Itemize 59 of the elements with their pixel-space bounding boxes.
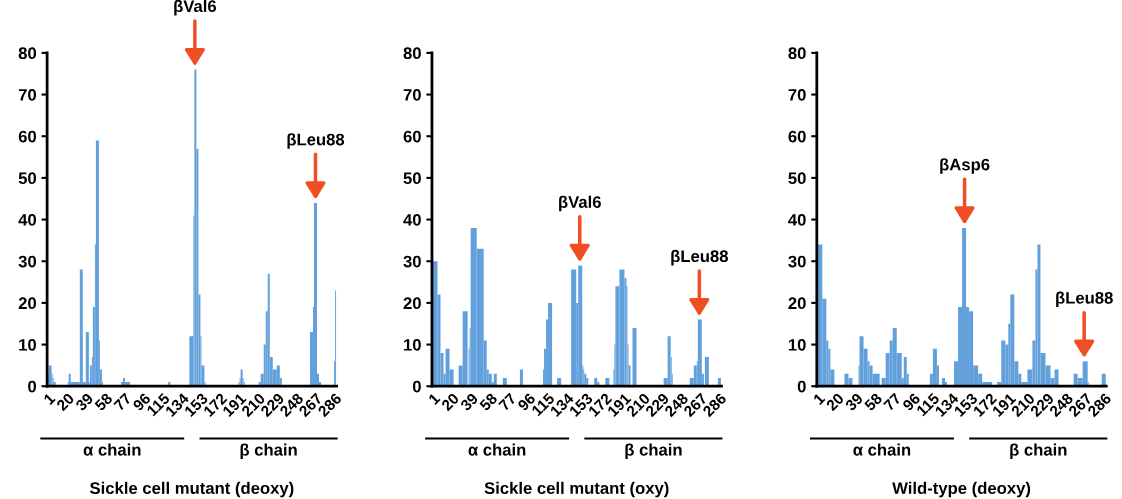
y-tick-label: 0 — [28, 380, 37, 393]
y-tick-label: 0 — [797, 380, 806, 393]
y-tick-label: 20 — [18, 297, 37, 310]
y-tick-label: 10 — [788, 338, 806, 351]
text: Wild-type (deoxy) — [892, 481, 1031, 498]
x-tick-label: 39 — [459, 392, 479, 412]
text: β chain — [625, 443, 682, 459]
y-tick-label: 50 — [18, 172, 37, 185]
text: Sickle cell mutant (deoxy) — [90, 481, 294, 498]
text: α chain — [83, 443, 141, 456]
y-tick-label: 10 — [404, 338, 421, 351]
text: α chain — [853, 443, 911, 456]
text: α chain — [468, 443, 526, 456]
y-tick-label: 20 — [403, 297, 421, 310]
y-tick-label: 80 — [403, 47, 421, 60]
y-tick-label: 30 — [788, 255, 806, 268]
x-tick-label: 1 — [812, 392, 826, 405]
x-tick-label: 20 — [55, 392, 75, 412]
x-tick-label: 77 — [498, 392, 517, 412]
y-tick-label: 10 — [19, 338, 37, 351]
y-tick-label: 40 — [403, 213, 421, 226]
x-tick-label: 77 — [113, 392, 132, 412]
x-tick-label: 39 — [74, 392, 94, 412]
x-tick-label: 58 — [863, 392, 883, 412]
x-tick-label: 286 — [317, 392, 343, 418]
y-tick-label: 30 — [18, 255, 37, 268]
x-tick-label: 1 — [428, 392, 441, 405]
y-tick-label: 70 — [788, 88, 806, 101]
text: Sickle cell mutant (oxy) — [484, 481, 669, 498]
annotation: βLeu88 — [671, 249, 728, 266]
x-tick-label: 58 — [94, 392, 114, 412]
text: β chain — [1010, 443, 1067, 459]
annotation: βVal6 — [174, 0, 217, 16]
y-tick-label: 70 — [403, 88, 421, 101]
y-tick-label: 50 — [403, 172, 421, 185]
y-tick-label: 40 — [18, 213, 37, 226]
annotation: βLeu88 — [1056, 291, 1113, 308]
y-tick-label: 40 — [788, 213, 806, 226]
x-tick-label: 39 — [844, 392, 864, 412]
y-tick-label: 0 — [412, 380, 421, 393]
x-tick-label: 20 — [825, 392, 845, 412]
annotation: βVal6 — [559, 195, 601, 212]
annotation: βAsp6 — [940, 158, 990, 174]
text: β chain — [240, 443, 297, 459]
y-tick-label: 60 — [788, 130, 806, 143]
x-tick-label: 286 — [702, 392, 727, 418]
x-tick-label: 77 — [883, 392, 902, 412]
x-tick-label: 1 — [43, 392, 56, 405]
y-tick-label: 30 — [403, 255, 421, 268]
y-tick-label: 70 — [18, 88, 37, 101]
y-tick-label: 60 — [18, 130, 37, 143]
y-tick-label: 50 — [788, 172, 806, 185]
y-tick-label: 20 — [788, 297, 806, 310]
y-tick-label: 80 — [18, 47, 37, 60]
x-tick-label: 58 — [478, 392, 498, 412]
y-tick-label: 60 — [403, 130, 421, 143]
y-tick-label: 80 — [788, 47, 806, 60]
x-tick-label: 20 — [440, 392, 460, 412]
annotation: βLeu88 — [287, 133, 345, 149]
